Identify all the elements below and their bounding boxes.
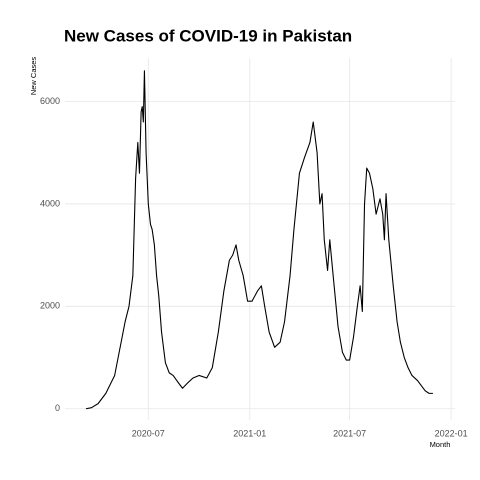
x-tick-label: 2021-01 [233, 428, 266, 438]
x-tick-label: 2022-01 [435, 428, 468, 438]
y-tick-label: 0 [55, 403, 60, 413]
grid [65, 58, 455, 420]
x-tick-label: 2021-07 [333, 428, 366, 438]
x-axis-title: Month [430, 440, 451, 449]
line [85, 70, 433, 410]
x-tick-label: 2020-07 [132, 428, 165, 438]
y-axis-title: New Cases [29, 57, 38, 96]
y-tick-label: 2000 [40, 301, 60, 311]
chart-title: New Cases of COVID-19 in Pakistan [64, 26, 352, 45]
y-tick-label: 4000 [40, 198, 60, 208]
y-tick-label: 6000 [40, 96, 60, 106]
